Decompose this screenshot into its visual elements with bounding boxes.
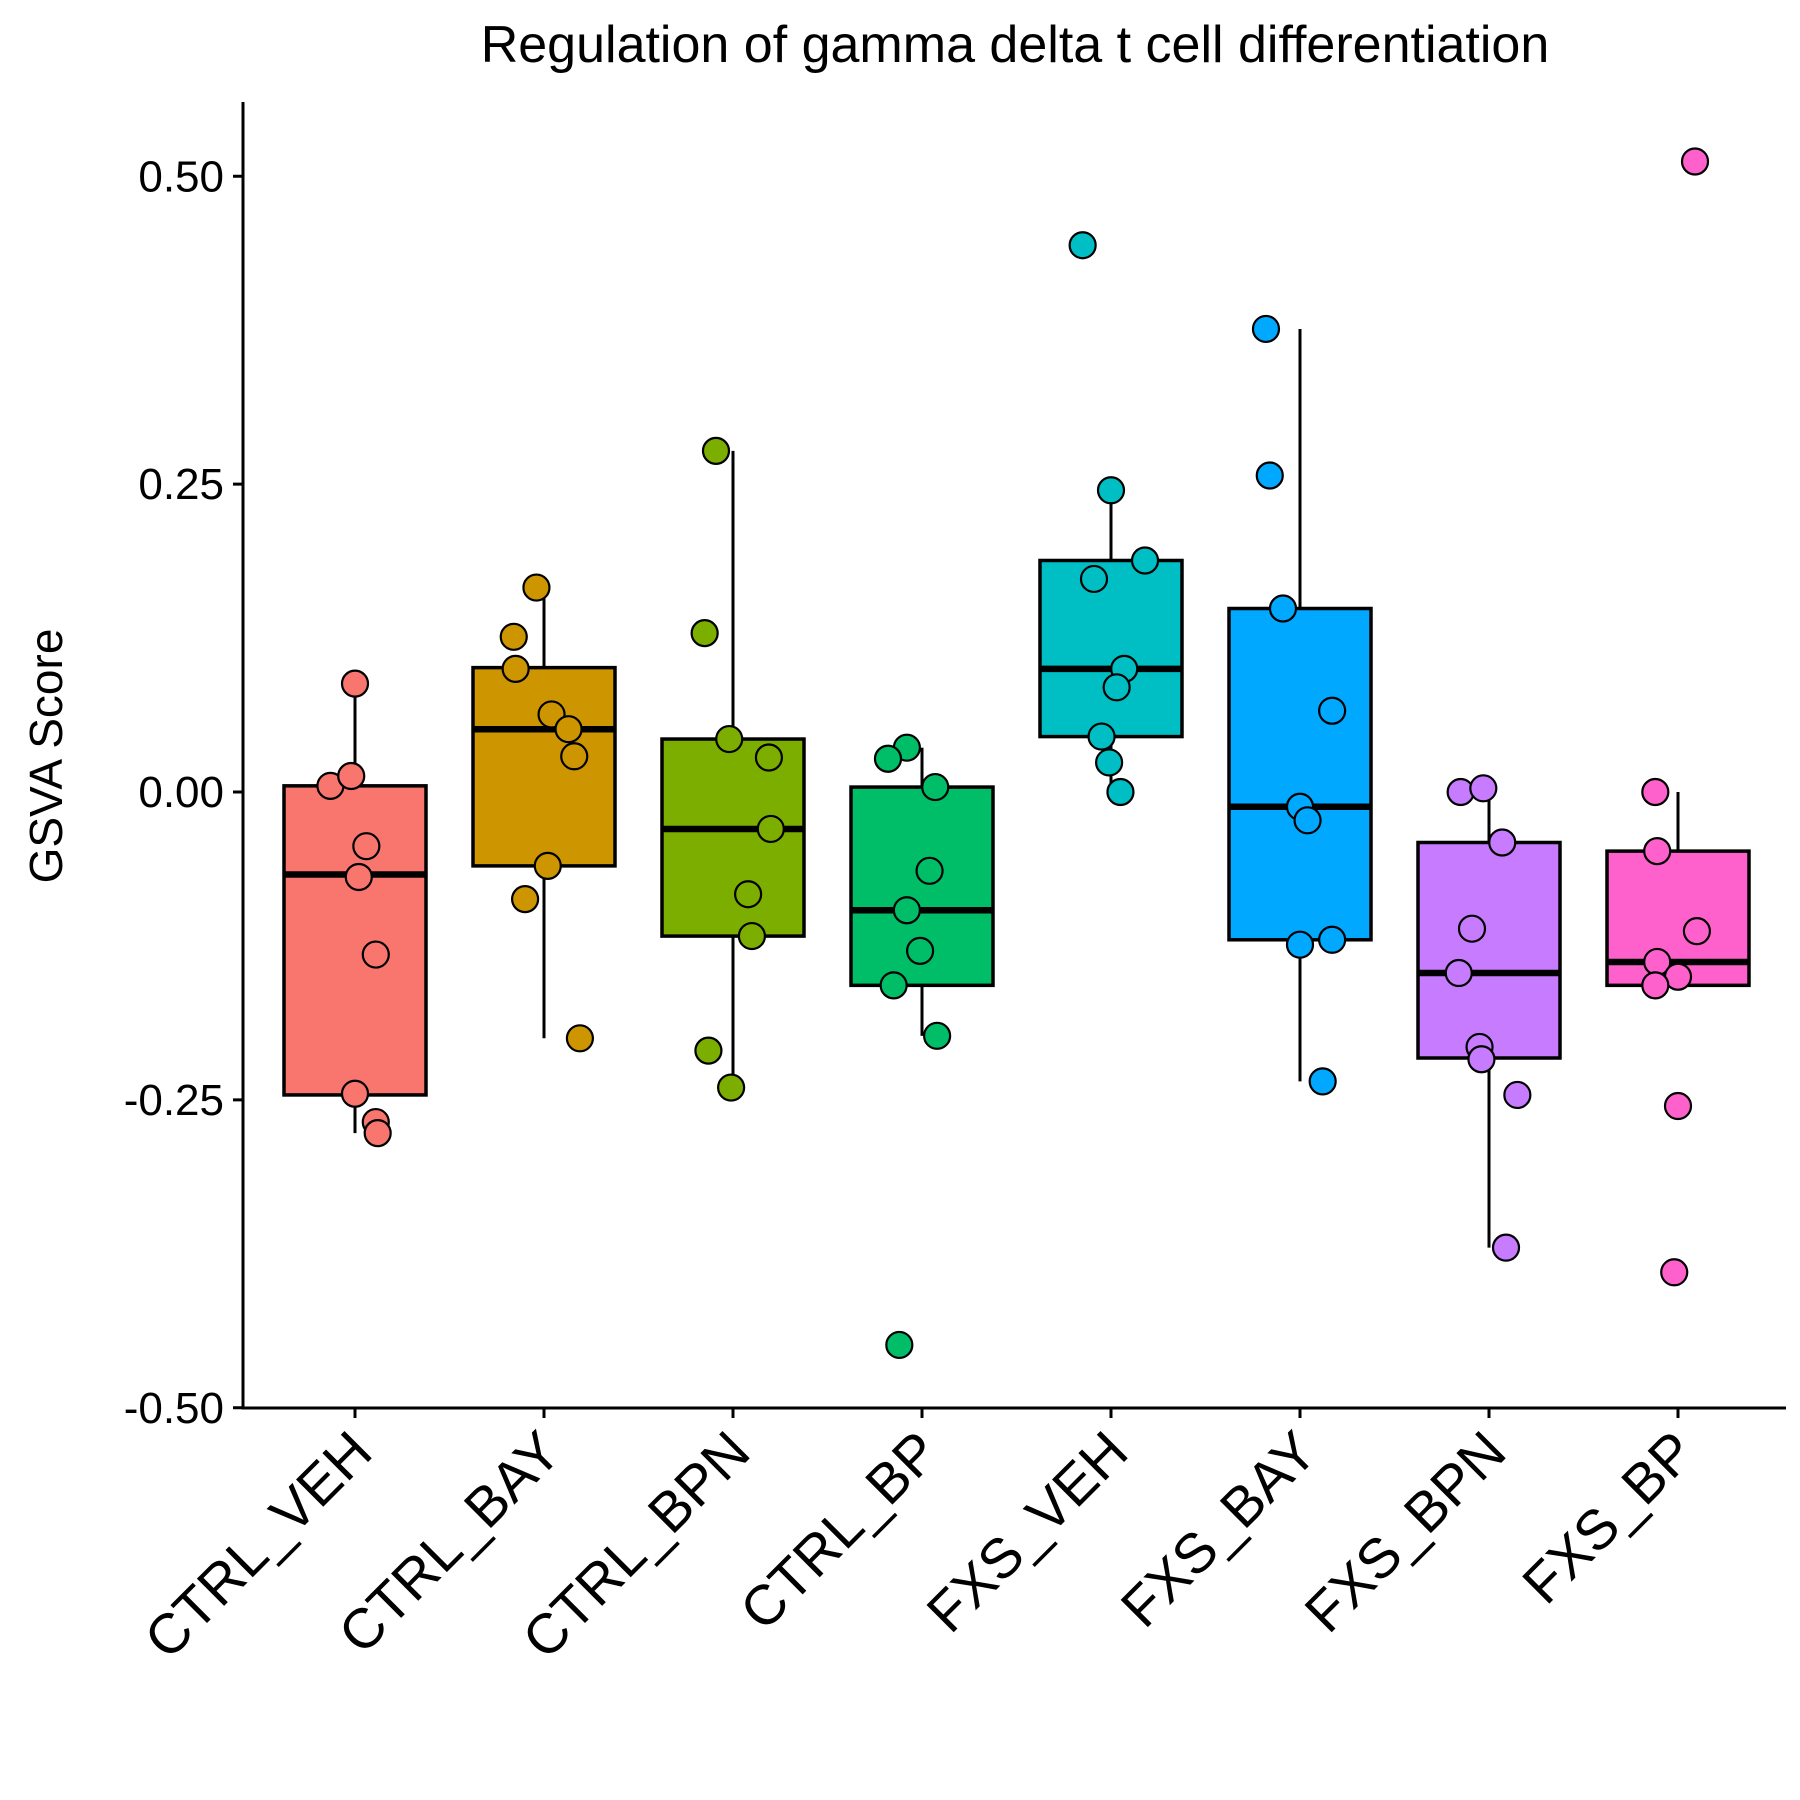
data-point (1079, 564, 1109, 594)
data-point (885, 1330, 914, 1360)
data-point (754, 743, 784, 772)
box (660, 737, 806, 938)
data-point (921, 772, 950, 802)
data-point (892, 896, 921, 925)
data-point (1469, 774, 1498, 803)
data-point (1102, 673, 1131, 702)
data-point (554, 715, 583, 744)
data-point (340, 669, 370, 698)
data-point (1096, 476, 1126, 505)
data-point (915, 856, 944, 885)
data-point (1641, 971, 1670, 1000)
data-point (1255, 461, 1284, 490)
data-point (533, 851, 562, 880)
data-point (734, 880, 763, 909)
box-group (1416, 788, 1562, 1248)
box-group (1605, 792, 1751, 988)
box (1038, 558, 1184, 739)
data-point (560, 742, 589, 771)
data-point (565, 1024, 595, 1053)
data-point (1130, 546, 1160, 575)
data-point (340, 1079, 370, 1108)
data-point (906, 936, 935, 965)
data-point (1643, 837, 1672, 866)
points-group (1251, 314, 1347, 1096)
points-group (499, 573, 595, 1053)
data-point (1660, 1258, 1689, 1287)
data-point (1467, 1045, 1496, 1074)
x-tick-label: FXS_BPN (1292, 1419, 1517, 1644)
y-tick-label: -0.25 (124, 1076, 224, 1125)
data-point (737, 921, 767, 951)
points-group (316, 669, 392, 1148)
data-point (1106, 777, 1135, 807)
points-group (1641, 147, 1712, 1287)
box-group (660, 450, 806, 1088)
box (1416, 840, 1562, 1060)
x-tick-label: FXS_BP (1510, 1419, 1706, 1615)
data-point (879, 971, 908, 1000)
box (471, 665, 617, 868)
data-point (352, 832, 381, 861)
data-point (1444, 958, 1473, 988)
data-point (1663, 1091, 1693, 1121)
box-group (471, 587, 617, 1039)
x-tick-label: CTRL_BP (728, 1419, 951, 1642)
y-axis: 0.50 0.25 0.00 -0.25 -0.50 (124, 152, 243, 1433)
data-point (1068, 231, 1097, 260)
data-point (694, 1036, 723, 1065)
y-tick-label: 0.00 (138, 768, 224, 817)
data-point (1503, 1080, 1532, 1110)
data-point (1641, 777, 1670, 807)
data-point (690, 619, 719, 648)
data-point (344, 862, 373, 892)
data-point (1682, 917, 1712, 946)
data-point (756, 814, 785, 844)
data-point (717, 1073, 746, 1102)
data-point (1285, 930, 1315, 959)
data-point (1308, 1067, 1337, 1096)
y-tick-label: 0.50 (138, 152, 224, 201)
points-group (690, 436, 785, 1102)
x-axis: CTRL_VEHCTRL_BAYCTRL_BPNCTRL_BPFXS_VEHFX… (132, 1408, 1706, 1670)
data-point (1488, 828, 1517, 857)
data-point (1318, 696, 1347, 725)
box-group (282, 683, 428, 1134)
data-point (1087, 722, 1116, 751)
data-point (701, 436, 731, 465)
data-point (1268, 594, 1298, 623)
data-point (361, 940, 390, 969)
chart-title: Regulation of gamma delta t cell differe… (481, 16, 1550, 74)
data-point (337, 761, 366, 791)
data-point (510, 885, 540, 914)
data-point (501, 654, 530, 683)
box (282, 784, 428, 1097)
data-point (1457, 914, 1487, 943)
y-tick-label: -0.50 (124, 1384, 224, 1433)
y-axis-title: GSVA Score (20, 629, 72, 884)
data-point (923, 1021, 952, 1050)
points-group (873, 733, 952, 1360)
points-group (1068, 231, 1160, 807)
data-point (363, 1119, 392, 1148)
plot-area (282, 147, 1751, 1360)
data-point (873, 744, 903, 773)
data-point (1680, 147, 1710, 176)
data-point (1318, 925, 1347, 954)
data-point (715, 724, 744, 754)
box (1227, 606, 1373, 942)
data-point (1293, 806, 1322, 835)
data-point (1491, 1233, 1521, 1262)
x-tick-label: FXS_BAY (1109, 1419, 1329, 1639)
box-group (1227, 328, 1373, 1082)
data-point (522, 573, 551, 602)
data-point (1251, 314, 1281, 344)
x-tick-label: FXS_VEH (914, 1419, 1139, 1644)
y-tick-label: 0.25 (138, 460, 224, 509)
data-point (1095, 748, 1124, 777)
points-group (1444, 774, 1532, 1262)
data-point (499, 622, 528, 651)
